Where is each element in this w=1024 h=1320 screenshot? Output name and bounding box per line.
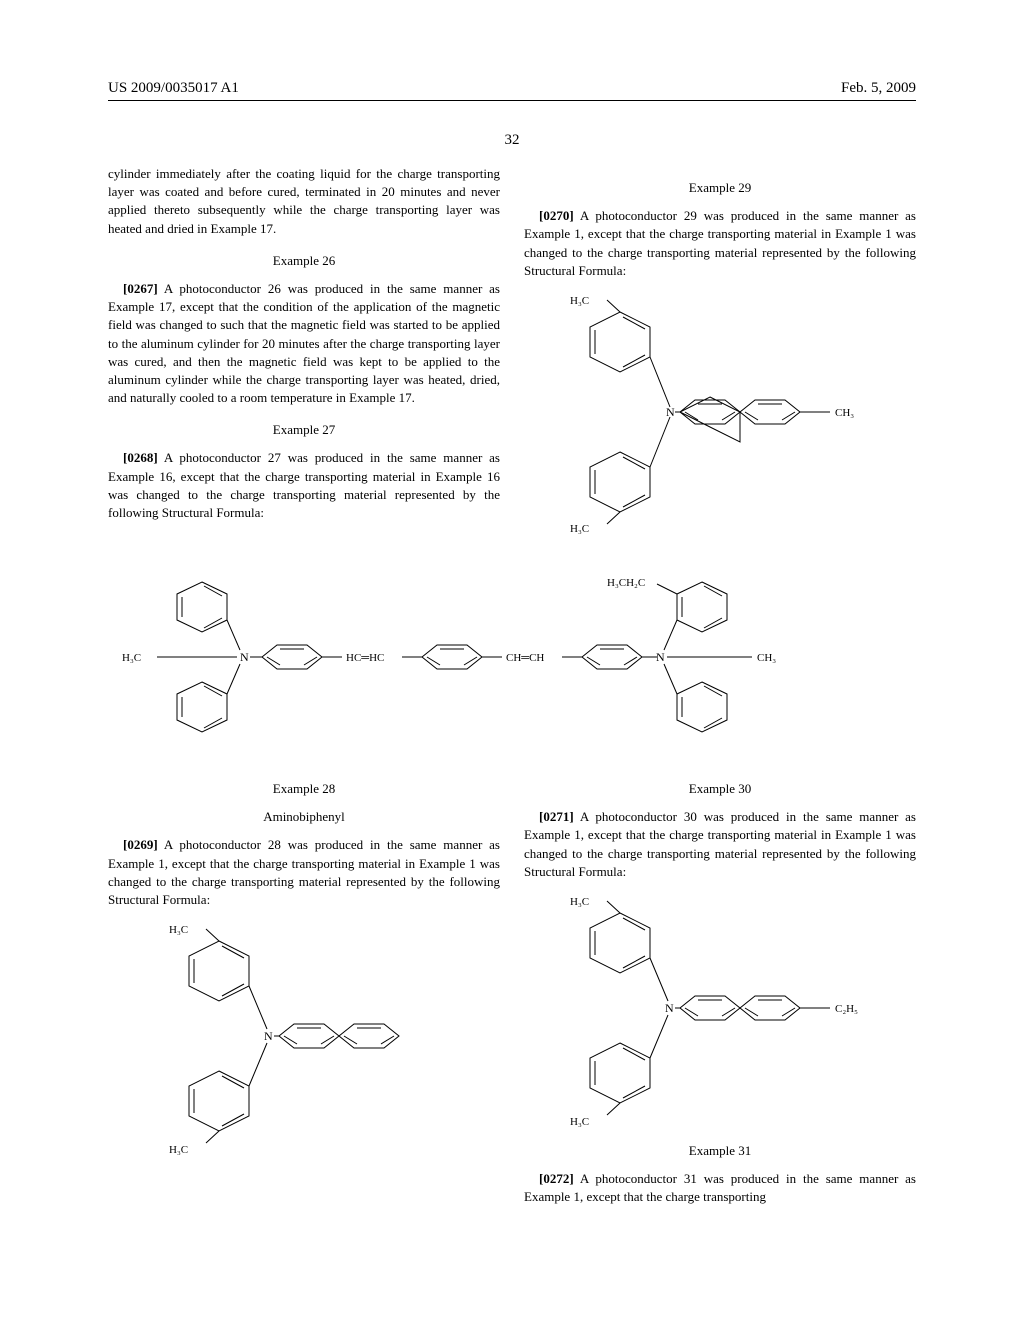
h3ch2c-label: H₃CH₂C <box>607 577 645 589</box>
hc-hc-label: HC═HC <box>346 652 384 664</box>
chemical-structure-icon: H₃C H₃C N <box>149 921 459 1156</box>
example-28-heading: Example 28 <box>108 780 500 798</box>
content-area: cylinder immediately after the coating l… <box>108 165 916 1216</box>
example-26-heading: Example 26 <box>108 252 500 270</box>
lower-columns: Example 28 Aminobiphenyl [0269] A photoc… <box>108 766 916 1217</box>
n-label: N <box>665 1001 674 1015</box>
structure-30: H₃C H₃C N C₂H₅ <box>524 893 916 1128</box>
publication-date: Feb. 5, 2009 <box>841 78 916 99</box>
n-label: N <box>666 405 675 419</box>
paragraph-text: A photoconductor 28 was produced in the … <box>108 837 500 907</box>
h3c-label: H₃C <box>570 523 589 535</box>
paragraph-text: A photoconductor 30 was produced in the … <box>524 809 916 879</box>
example-29-heading: Example 29 <box>524 179 916 197</box>
h3c-label: H₃C <box>570 295 589 307</box>
paragraph-text: A photoconductor 31 was produced in the … <box>524 1171 916 1204</box>
n-label: N <box>656 650 665 664</box>
structure-27: H₃C N HC═HC CH═CH N H₃CH₂C CH₃ <box>108 572 916 742</box>
c2h5-label: C₂H₅ <box>835 1003 858 1015</box>
h3c-label: H₃C <box>122 652 141 664</box>
structure-28: H₃C H₃C N <box>108 921 500 1156</box>
paragraph-label: [0270] <box>539 208 574 223</box>
example-29-paragraph: [0270] A photoconductor 29 was produced … <box>524 207 916 280</box>
paragraph-label: [0269] <box>123 837 158 852</box>
right-column-lower: Example 30 [0271] A photoconductor 30 wa… <box>524 766 916 1217</box>
page-number: 32 <box>0 130 1024 151</box>
page-header: US 2009/0035017 A1 Feb. 5, 2009 <box>108 78 916 99</box>
continuation-paragraph: cylinder immediately after the coating l… <box>108 165 500 238</box>
example-27-heading: Example 27 <box>108 421 500 439</box>
paragraph-label: [0268] <box>123 450 158 465</box>
h3c-label: H₃C <box>570 896 589 908</box>
chemical-structure-icon: H₃C H₃C N C₂H₅ <box>550 893 890 1128</box>
chemical-structure-icon: H₃C H₃C N CH₃ <box>555 292 885 542</box>
right-column: Example 29 [0270] A photoconductor 29 wa… <box>524 165 916 554</box>
left-column-lower: Example 28 Aminobiphenyl [0269] A photoc… <box>108 766 500 1217</box>
ch3-label: CH₃ <box>835 407 854 419</box>
h3c-label: H₃C <box>169 924 188 936</box>
example-31-heading: Example 31 <box>524 1142 916 1160</box>
example-28-subheading: Aminobiphenyl <box>108 808 500 826</box>
example-30-paragraph: [0271] A photoconductor 30 was produced … <box>524 808 916 881</box>
paragraph-label: [0267] <box>123 281 158 296</box>
ch-ch-label: CH═CH <box>506 652 544 664</box>
structure-29: H₃C H₃C N CH₃ <box>524 292 916 542</box>
ch3-label: CH₃ <box>757 652 776 664</box>
left-column: cylinder immediately after the coating l… <box>108 165 500 554</box>
example-30-heading: Example 30 <box>524 780 916 798</box>
paragraph-text: A photoconductor 29 was produced in the … <box>524 208 916 278</box>
paragraph-label: [0271] <box>539 809 574 824</box>
h3c-label: H₃C <box>169 1144 188 1156</box>
n-label: N <box>264 1029 273 1043</box>
paragraph-label: [0272] <box>539 1171 574 1186</box>
paragraph-text: A photoconductor 26 was produced in the … <box>108 281 500 405</box>
example-27-paragraph: [0268] A photoconductor 27 was produced … <box>108 449 500 522</box>
chemical-structure-icon: H₃C N HC═HC CH═CH N H₃CH₂C CH₃ <box>112 572 912 742</box>
n-label: N <box>240 650 249 664</box>
h3c-label: H₃C <box>570 1116 589 1128</box>
header-rule <box>108 100 916 101</box>
example-31-paragraph: [0272] A photoconductor 31 was produced … <box>524 1170 916 1206</box>
patent-number: US 2009/0035017 A1 <box>108 78 239 99</box>
example-28-paragraph: [0269] A photoconductor 28 was produced … <box>108 836 500 909</box>
paragraph-text: A photoconductor 27 was produced in the … <box>108 450 500 520</box>
example-26-paragraph: [0267] A photoconductor 26 was produced … <box>108 280 500 407</box>
upper-columns: cylinder immediately after the coating l… <box>108 165 916 554</box>
